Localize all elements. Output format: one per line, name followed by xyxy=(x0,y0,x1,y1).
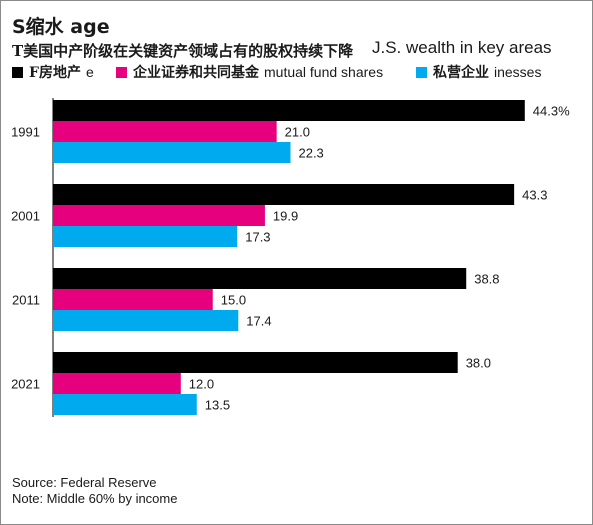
legend-swatch-real-estate xyxy=(12,66,23,78)
legend-swatch-private-business xyxy=(416,66,427,78)
data-label-private-business-2001: 17.3 xyxy=(245,230,270,245)
legend-label-equities: 企业证券和共同基金 xyxy=(133,65,259,81)
data-label-equities-2001: 19.9 xyxy=(273,209,298,224)
category-label-2021: 2021 xyxy=(11,377,40,392)
bar-equities-1991 xyxy=(53,121,277,142)
data-label-real-estate-1991: 44.3% xyxy=(533,104,570,119)
data-label-equities-2011: 15.0 xyxy=(221,293,246,308)
legend-label-equities-en: mutual fund shares xyxy=(264,64,384,80)
source-note: Source: Federal Reserve xyxy=(12,475,157,490)
legend-item-real-estate: F房地产 e xyxy=(12,62,94,82)
category-label-1991: 1991 xyxy=(11,125,40,140)
chart-subtitle-chinese: T美国中产阶级在关键资产领域占有的股权持续下降 xyxy=(12,42,354,60)
data-label-equities-1991: 21.0 xyxy=(285,125,310,140)
legend-label-real-estate: F房地产 xyxy=(29,65,81,81)
bar-private-business-2011 xyxy=(53,310,239,331)
bar-real-estate-2001 xyxy=(53,184,515,205)
bar-private-business-2021 xyxy=(53,394,197,415)
data-label-equities-2021: 12.0 xyxy=(189,377,214,392)
data-label-private-business-1991: 22.3 xyxy=(298,146,323,161)
legend-label-real-estate-en: e xyxy=(85,64,94,80)
data-label-private-business-2011: 17.4 xyxy=(246,314,271,329)
legend-swatch-equities xyxy=(116,66,127,78)
legend-item-private-business: 私营企业 inesses xyxy=(416,62,541,82)
footnote: Note: Middle 60% by income xyxy=(12,491,178,506)
bar-private-business-1991 xyxy=(53,142,291,163)
data-label-real-estate-2011: 38.8 xyxy=(474,272,499,287)
bar-private-business-2001 xyxy=(53,226,238,247)
category-label-2001: 2001 xyxy=(11,209,40,224)
data-label-private-business-2021: 13.5 xyxy=(205,398,230,413)
category-label-2011: 2011 xyxy=(12,293,40,308)
legend-label-private-business-en: inesses xyxy=(494,64,542,80)
chart-subtitle-english: J.S. wealth in key areas xyxy=(372,38,552,57)
legend-item-equities: 企业证券和共同基金 mutual fund shares xyxy=(116,62,383,82)
data-label-real-estate-2021: 38.0 xyxy=(466,356,491,371)
bar-real-estate-1991 xyxy=(53,100,525,121)
chart-title: S缩水 age xyxy=(12,16,110,38)
bar-equities-2011 xyxy=(53,289,213,310)
data-label-real-estate-2001: 43.3 xyxy=(522,188,547,203)
legend-label-private-business: 私营企业 xyxy=(433,65,489,81)
bar-equities-2021 xyxy=(53,373,181,394)
bar-equities-2001 xyxy=(53,205,265,226)
legend: F房地产 e 企业证券和共同基金 mutual fund shares 私营企业… xyxy=(12,62,587,82)
bar-real-estate-2021 xyxy=(53,352,458,373)
bar-real-estate-2011 xyxy=(53,268,467,289)
